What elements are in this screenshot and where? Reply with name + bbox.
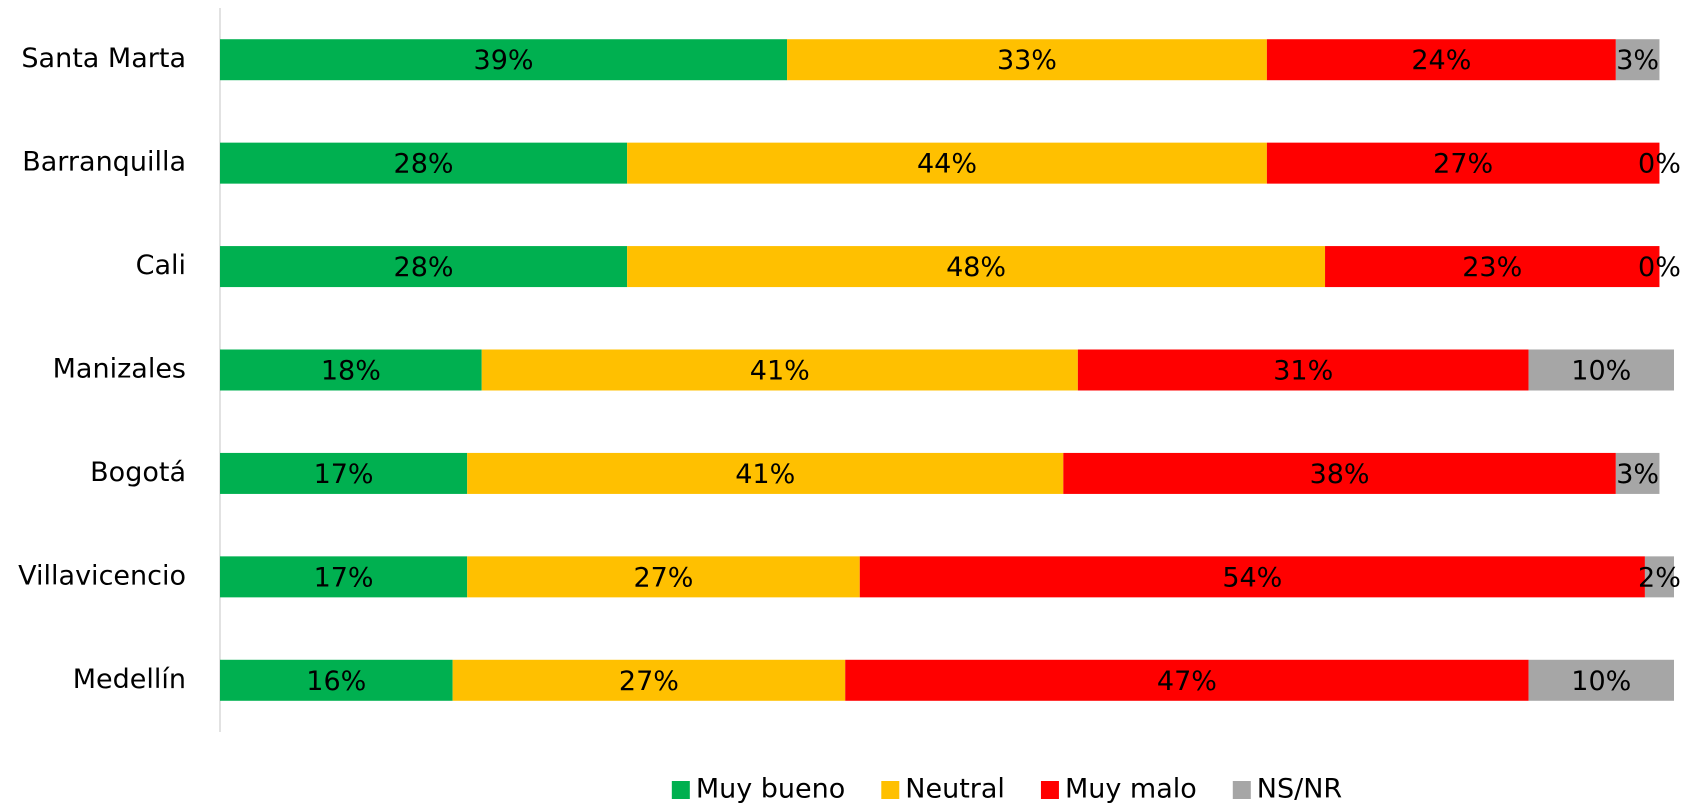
legend-label: Muy malo — [1065, 774, 1197, 805]
bar-segment — [220, 349, 482, 391]
bar-segment — [1077, 349, 1529, 391]
data-label: 2% — [1638, 562, 1681, 593]
legend-label: Neutral — [905, 774, 1005, 805]
bar-segment — [467, 556, 860, 598]
legend-swatch — [671, 781, 690, 799]
bar-segment — [220, 556, 468, 598]
y-tick-label: Villavicencio — [18, 560, 186, 591]
data-label: 0% — [1638, 252, 1681, 283]
data-label: 27% — [633, 562, 693, 593]
y-tick-label: Manizales — [53, 354, 186, 385]
data-label: 10% — [1571, 356, 1631, 387]
data-label: 38% — [1310, 459, 1370, 490]
bar-segment — [627, 142, 1267, 184]
bar-segment — [1528, 659, 1674, 701]
bar-segment — [1266, 39, 1616, 81]
y-tick-label: Barranquilla — [22, 147, 186, 178]
bar-segment — [845, 659, 1529, 701]
legend-label: Muy bueno — [696, 774, 845, 805]
bar-segment — [1266, 142, 1660, 184]
bar-segment — [627, 246, 1326, 288]
data-label: 23% — [1462, 252, 1522, 283]
bar-segment — [220, 142, 628, 184]
legend-swatch — [1232, 781, 1251, 799]
data-label: 28% — [394, 149, 454, 180]
bar-segment — [467, 452, 1064, 494]
bar-segment — [1615, 452, 1660, 494]
data-label: 18% — [321, 356, 381, 387]
y-tick-label: Cali — [136, 250, 186, 281]
bar-segment — [1325, 246, 1660, 288]
legend-swatch — [881, 781, 900, 799]
data-label: 41% — [735, 459, 795, 490]
bar-segment — [1063, 452, 1616, 494]
data-label: 27% — [1433, 149, 1493, 180]
data-label: 0% — [1638, 149, 1681, 180]
data-label: 31% — [1273, 356, 1333, 387]
y-tick-label: Santa Marta — [21, 43, 186, 74]
legend-label: NS/NR — [1257, 774, 1342, 805]
y-tick-label: Medellín — [73, 664, 186, 695]
bar-segment — [220, 246, 628, 288]
data-label: 3% — [1616, 45, 1659, 76]
bar-segment — [220, 659, 453, 701]
data-label: 3% — [1616, 459, 1659, 490]
data-label: 48% — [946, 252, 1006, 283]
data-label: 27% — [619, 666, 679, 697]
bar-segment — [1615, 39, 1660, 81]
data-label: 17% — [314, 562, 374, 593]
bar-segment — [859, 556, 1645, 598]
bar-segment — [452, 659, 846, 701]
bar-segment — [220, 39, 788, 81]
data-label: 16% — [306, 666, 366, 697]
data-label: 28% — [394, 252, 454, 283]
legend-swatch — [1040, 781, 1059, 799]
data-label: 41% — [750, 356, 810, 387]
bar-segment — [1644, 556, 1674, 598]
y-tick-label: Bogotá — [90, 457, 186, 488]
bar-segment — [787, 39, 1267, 81]
data-label: 10% — [1571, 666, 1631, 697]
bar-segment — [481, 349, 1078, 391]
data-label: 47% — [1157, 666, 1217, 697]
data-label: 33% — [997, 45, 1057, 76]
data-label: 24% — [1411, 45, 1471, 76]
bar-segment — [1528, 349, 1674, 391]
data-label: 44% — [917, 149, 977, 180]
data-label: 39% — [474, 45, 534, 76]
data-label: 54% — [1222, 562, 1282, 593]
bar-segment — [220, 452, 468, 494]
data-label: 17% — [314, 459, 374, 490]
